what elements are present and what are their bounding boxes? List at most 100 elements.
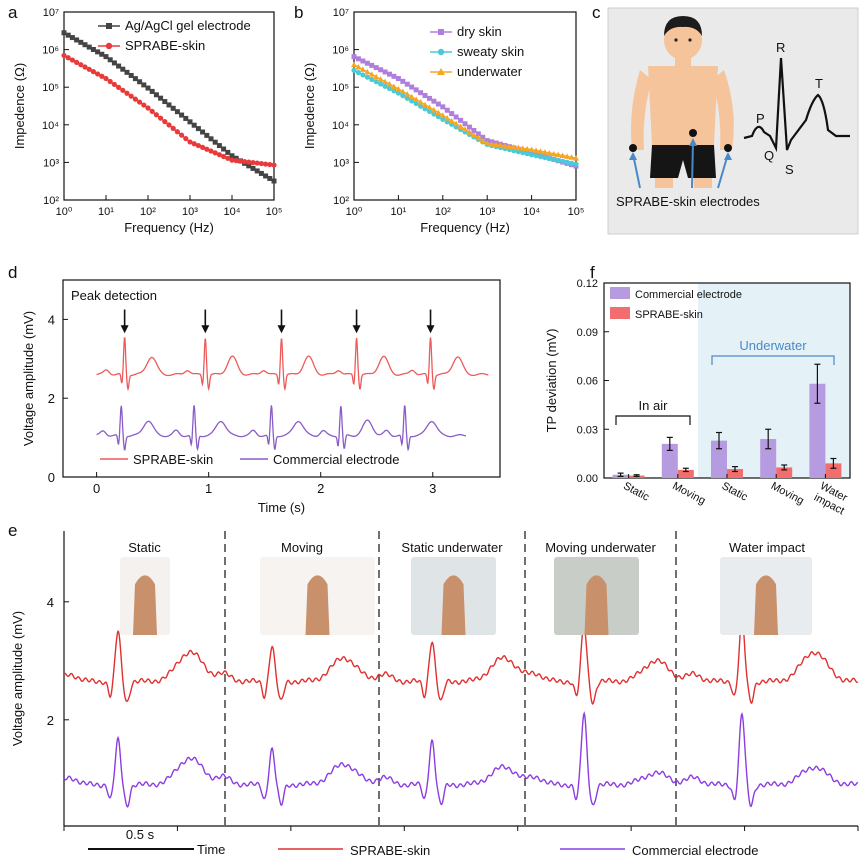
legend-label-f-0: Commercial electrode: [635, 289, 742, 301]
legend-swatch-f-1: [610, 307, 630, 319]
data-point-b-0: [373, 65, 379, 71]
data-point-a-0: [141, 82, 147, 88]
data-point-b-2: [373, 73, 380, 80]
data-point-a-1: [116, 84, 122, 90]
data-point-a-1: [212, 150, 218, 156]
data-point-b-1: [573, 161, 579, 167]
peak-arrow-head-3: [352, 325, 361, 334]
data-point-a-0: [82, 42, 88, 48]
data-point-a-1: [179, 132, 185, 138]
legend-marker-b-1: [437, 48, 445, 56]
data-point-b-0: [431, 98, 437, 104]
data-point-a-0: [195, 126, 201, 132]
peak-arrow-head-2: [277, 325, 286, 334]
wrist-illustration: [441, 575, 466, 635]
arrow-head: [629, 152, 637, 160]
data-point-a-1: [82, 64, 88, 70]
data-point-b-0: [360, 58, 366, 64]
data-point-b-2: [430, 106, 437, 113]
data-point-a-1: [128, 93, 134, 99]
x-tick-label-a: 10³: [182, 206, 198, 218]
y-tick-label-a: 10⁶: [42, 45, 59, 57]
y-tick-label-b: 10³: [333, 157, 349, 169]
data-point-b-2: [515, 144, 522, 151]
data-point-a-0: [212, 139, 218, 145]
photo-water-impact: [720, 557, 812, 635]
data-point-b-1: [413, 100, 419, 107]
data-point-b-1: [360, 72, 366, 78]
y-tick-label-a: 10⁷: [43, 7, 59, 19]
bar-1-4: [825, 463, 842, 478]
arrow-head: [689, 138, 697, 146]
data-point-b-0: [387, 71, 393, 77]
data-point-b-2: [564, 153, 571, 159]
data-point-b-1: [431, 111, 437, 117]
data-point-b-0: [422, 93, 428, 99]
data-point-b-0: [480, 134, 486, 140]
bar-0-2: [711, 440, 727, 478]
eye-left: [674, 38, 678, 42]
x-tick-label-f: Moving: [670, 480, 707, 507]
data-point-b-0: [404, 81, 410, 87]
data-point-a-0: [128, 72, 134, 78]
peak-arrow-head-1: [201, 325, 210, 334]
legend-marker-b-2: [437, 68, 445, 75]
data-point-b-2: [524, 145, 531, 152]
panel-label-d: d: [8, 263, 17, 282]
data-point-a-1: [204, 146, 210, 152]
ecg-trace-e-0: [63, 614, 859, 705]
data-point-a-1: [78, 62, 84, 68]
y-tick-label-f: 0.09: [577, 327, 598, 339]
data-point-b-2: [368, 71, 375, 77]
data-point-b-1: [564, 159, 570, 165]
data-point-a-0: [149, 88, 155, 94]
wrist-illustration: [754, 575, 778, 635]
data-point-a-1: [242, 158, 248, 165]
data-point-b-1: [378, 81, 384, 87]
wrist-illustration: [584, 575, 609, 635]
x-tick-label-f: Moving: [769, 480, 806, 507]
x-tick-label-a: 10⁴: [224, 206, 241, 218]
data-point-b-1: [529, 152, 535, 158]
data-point-b-0: [418, 90, 424, 96]
data-point-b-0: [440, 104, 446, 110]
y-tick-label-d: 0: [48, 470, 55, 485]
wrist-illustration: [305, 575, 330, 635]
right-leg: [694, 178, 712, 188]
data-point-b-2: [550, 150, 557, 157]
data-point-a-0: [69, 35, 75, 41]
data-point-b-2: [364, 68, 371, 75]
arm-shape: [754, 575, 778, 635]
ecg-waveform: [743, 57, 850, 153]
peak-arrow-head-0: [120, 325, 129, 334]
data-point-b-0: [355, 56, 361, 62]
y-tick-label-f: 0.00: [577, 473, 598, 485]
right-arm: [712, 70, 734, 150]
data-point-b-0: [458, 117, 464, 123]
data-point-b-1: [391, 88, 397, 94]
legend-label-e-1: Commercial electrode: [632, 843, 758, 858]
data-point-a-0: [191, 122, 197, 128]
data-point-a-1: [103, 75, 109, 82]
data-point-a-0: [166, 102, 172, 108]
data-point-b-2: [528, 146, 535, 153]
data-point-b-2: [506, 143, 513, 149]
data-point-a-0: [187, 119, 193, 125]
arm-shape: [133, 575, 157, 635]
data-point-b-2: [395, 85, 402, 92]
data-point-b-1: [426, 108, 433, 115]
x-tick-label-f: Static: [621, 480, 651, 504]
legend-label-e-0: SPRABE-skin: [350, 843, 430, 858]
legend-label-d-1: Commercial electrode: [273, 452, 399, 467]
data-point-b-1: [568, 160, 575, 166]
data-point-b-2: [439, 112, 446, 118]
legend-marker-a-1: [105, 42, 113, 50]
data-point-b-1: [386, 85, 393, 92]
data-point-a-0: [216, 143, 222, 149]
y-tick-label-a: 10²: [43, 195, 59, 207]
photo-static: [120, 557, 170, 635]
data-point-b-2: [546, 149, 553, 156]
eye-right: [688, 38, 692, 42]
bar-1-1: [677, 469, 694, 478]
